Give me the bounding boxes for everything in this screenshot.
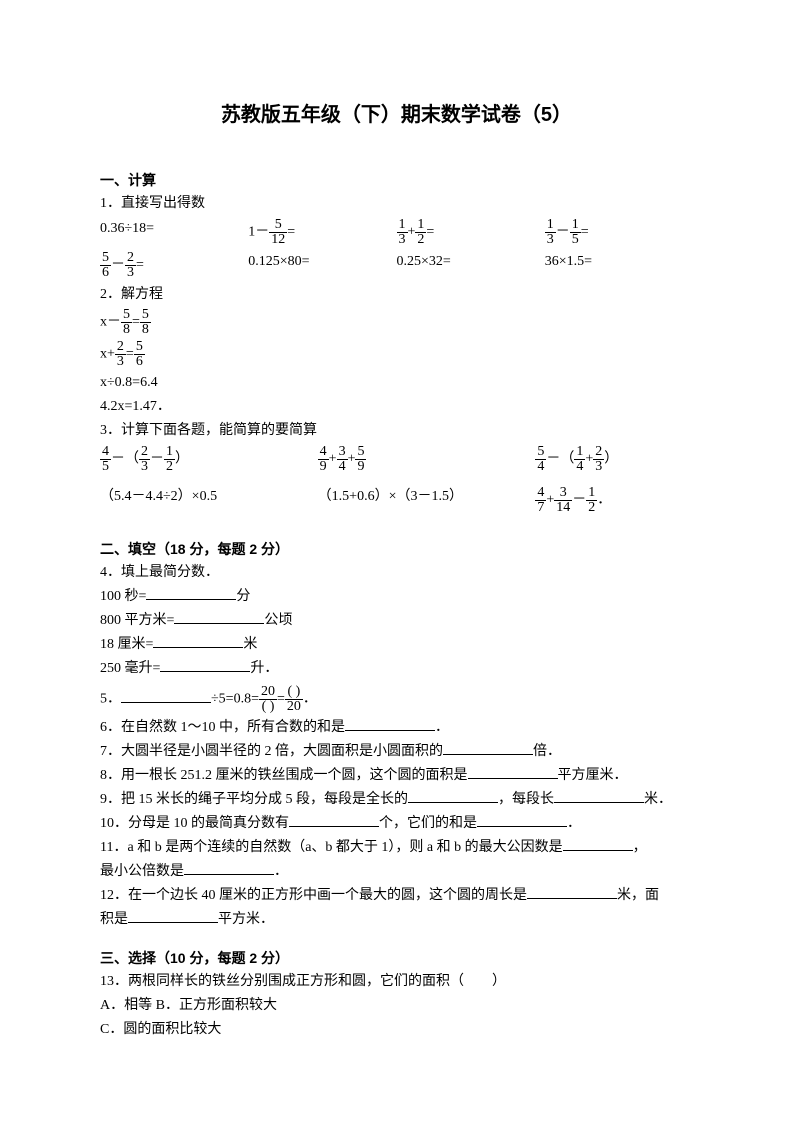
q13-a: A．相等 B．正方形面积较大 <box>100 995 693 1016</box>
q1-row1: 0.36÷18= 1－512= 13+12= 13－15= <box>100 218 693 247</box>
blank <box>345 717 435 731</box>
q5: 5．÷5=0.8=20( )=( )20． <box>100 685 693 714</box>
q2-title: 2．解方程 <box>100 284 693 305</box>
blank <box>146 586 236 600</box>
q13: 13．两根同样长的铁丝分别围成正方形和圆，它们的面积（ ） <box>100 971 693 992</box>
q4-l4: 250 毫升=升． <box>100 658 693 679</box>
q3-r2-c1: （5.4－4.4÷2）×0.5 <box>100 486 258 515</box>
q1-r1-c1: 0.36÷18= <box>100 218 248 247</box>
q1-r1-c2: 1－512= <box>248 218 396 247</box>
q3-r2-c2: （1.5+0.6）×（3－1.5） <box>258 486 476 515</box>
page-title: 苏教版五年级（下）期末数学试卷（5） <box>100 100 693 130</box>
q2-e3: x÷0.8=6.4 <box>100 372 693 393</box>
q8: 8．用一根长 251.2 厘米的铁丝围成一个圆，这个圆的面积是平方厘米． <box>100 765 693 786</box>
blank <box>174 610 264 624</box>
q1-r2-c3: 0.25×32= <box>397 251 545 280</box>
q1-r1-c4: 13－15= <box>545 218 693 247</box>
q4-l3: 18 厘米=米 <box>100 634 693 655</box>
blank <box>468 765 558 779</box>
blank <box>121 689 211 703</box>
q2-e1: x－58=58 <box>100 308 693 337</box>
section1-header: 一、计算 <box>100 170 693 191</box>
q12-l2: 积是平方米． <box>100 909 693 930</box>
q4-l1: 100 秒=分 <box>100 586 693 607</box>
blank <box>554 789 644 803</box>
blank <box>443 741 533 755</box>
blank <box>477 813 567 827</box>
q3-row2: （5.4－4.4÷2）×0.5 （1.5+0.6）×（3－1.5） 47+314… <box>100 486 693 515</box>
q3-r1-c3: 54－（14+23） <box>475 445 693 474</box>
q1-row2: 56－23= 0.125×80= 0.25×32= 36×1.5= <box>100 251 693 280</box>
q10: 10．分母是 10 的最简真分数有个，它们的和是． <box>100 813 693 834</box>
blank <box>153 634 243 648</box>
q1-r1-c3: 13+12= <box>397 218 545 247</box>
q6: 6．在自然数 1～10 中，所有合数的和是． <box>100 717 693 738</box>
q11: 11．a 和 b 是两个连续的自然数（a、b 都大于 1），则 a 和 b 的最… <box>100 837 693 858</box>
blank <box>184 861 274 875</box>
q2-e4: 4.2x=1.47． <box>100 396 693 417</box>
blank <box>160 658 250 672</box>
q2-e2: x+23=56 <box>100 340 693 369</box>
q3-title: 3．计算下面各题，能简算的要简算 <box>100 420 693 441</box>
q1-r2-c4: 36×1.5= <box>545 251 693 280</box>
blank <box>408 789 498 803</box>
q13-c: C．圆的面积比较大 <box>100 1019 693 1040</box>
q4-title: 4．填上最简分数． <box>100 562 693 583</box>
blank <box>563 837 633 851</box>
q7: 7．大圆半径是小圆半径的 2 倍，大圆面积是小圆面积的倍． <box>100 741 693 762</box>
section3-header: 三、选择（10 分，每题 2 分） <box>100 948 693 969</box>
q3-row1: 45－（23－12） 49+34+59 54－（14+23） <box>100 445 693 474</box>
q3-r1-c2: 49+34+59 <box>258 445 476 474</box>
q1-r2-c2: 0.125×80= <box>248 251 396 280</box>
q12: 12．在一个边长 40 厘米的正方形中画一个最大的圆，这个圆的周长是米，面 <box>100 885 693 906</box>
blank <box>128 909 218 923</box>
q3-r2-c3: 47+314－12． <box>475 486 693 515</box>
q1-title: 1．直接写出得数 <box>100 193 693 214</box>
q9: 9．把 15 米长的绳子平均分成 5 段，每段是全长的，每段长米． <box>100 789 693 810</box>
blank <box>527 885 617 899</box>
q3-r1-c1: 45－（23－12） <box>100 445 258 474</box>
q11-l2: 最小公倍数是． <box>100 861 693 882</box>
q4-l2: 800 平方米=公顷 <box>100 610 693 631</box>
blank <box>289 813 379 827</box>
q1-r2-c1: 56－23= <box>100 251 248 280</box>
section2-header: 二、填空（18 分，每题 2 分） <box>100 539 693 560</box>
